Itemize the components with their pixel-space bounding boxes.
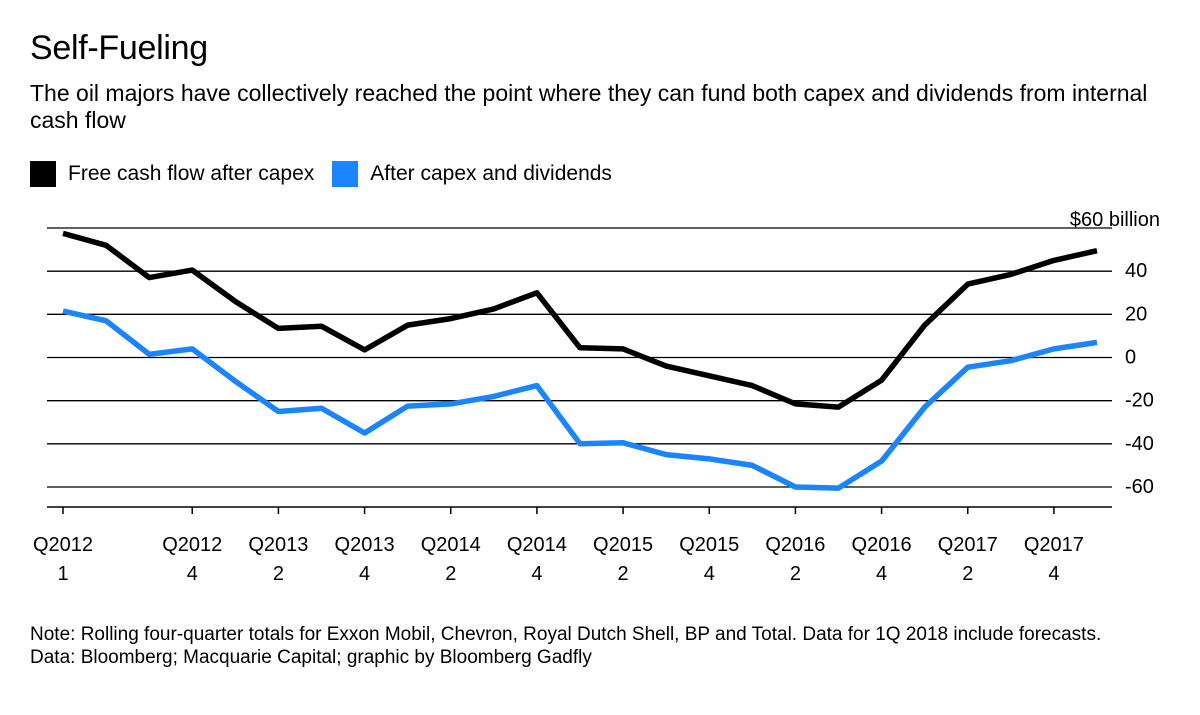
- x-tick-label-line2: 2: [273, 563, 284, 585]
- x-tick-label: Q2014: [421, 534, 481, 556]
- series-line-after-capex-dividends: [62, 308, 1098, 491]
- series-line-free-cash-flow: [62, 230, 1098, 410]
- x-tick-label-line2: 1: [57, 563, 68, 585]
- x-tick-label-line2: 4: [704, 563, 715, 585]
- footnote: Note: Rolling four-quarter totals for Ex…: [30, 624, 1102, 645]
- x-tick-label-line2: 4: [531, 563, 542, 585]
- x-tick-label: Q2016: [852, 534, 912, 556]
- x-tick-label: Q2016: [765, 534, 825, 556]
- legend-label-after-capex-dividends: After capex and dividends: [370, 162, 612, 185]
- x-tick-label-line2: 2: [962, 563, 973, 585]
- x-tick-label-line2: 4: [187, 563, 198, 585]
- y-tick-label: $60 billion: [1070, 209, 1160, 231]
- x-tick-label-line2: 2: [790, 563, 801, 585]
- legend-swatch-free-cash-flow: [30, 161, 56, 187]
- chart-title: Self-Fueling: [30, 29, 208, 67]
- y-tick-label: 20: [1125, 303, 1147, 325]
- x-tick-label: Q2017: [938, 534, 998, 556]
- x-tick-label: Q2012: [162, 534, 222, 556]
- legend-swatch-after-capex-dividends: [332, 161, 359, 187]
- footer: Note: Rolling four-quarter totals for Ex…: [30, 623, 1180, 669]
- y-tick-label: -60: [1125, 476, 1154, 498]
- legend: Free cash flow after capex After capex a…: [30, 160, 630, 188]
- legend-item-after-capex-dividends: After capex and dividends: [332, 161, 612, 187]
- source-line: Data: Bloomberg; Macquarie Capital; grap…: [30, 647, 592, 668]
- x-tick-label: Q2013: [335, 534, 395, 556]
- legend-label-free-cash-flow: Free cash flow after capex: [68, 162, 315, 185]
- y-tick-label: 40: [1125, 260, 1147, 282]
- x-tick-label-line2: 4: [1048, 563, 1059, 585]
- x-tick-label-line2: 4: [876, 563, 887, 585]
- y-tick-label: 0: [1125, 347, 1136, 369]
- chart-subtitle: The oil majors have collectively reached…: [30, 80, 1148, 133]
- x-tick-label-line2: 4: [359, 563, 370, 585]
- y-tick-label: -20: [1125, 390, 1154, 412]
- x-tick-label: Q2013: [248, 534, 308, 556]
- x-tick-label: Q2015: [593, 534, 653, 556]
- y-tick-label: -40: [1125, 433, 1154, 455]
- x-tick-label-line2: 2: [618, 563, 629, 585]
- x-tick-label: Q2017: [1024, 534, 1084, 556]
- x-tick-label-line2: 2: [445, 563, 456, 585]
- legend-item-free-cash-flow: Free cash flow after capex: [30, 161, 314, 187]
- x-tick-label: Q2015: [679, 534, 739, 556]
- x-tick-label: Q2014: [507, 534, 567, 556]
- x-tick-label: Q2012: [33, 534, 93, 556]
